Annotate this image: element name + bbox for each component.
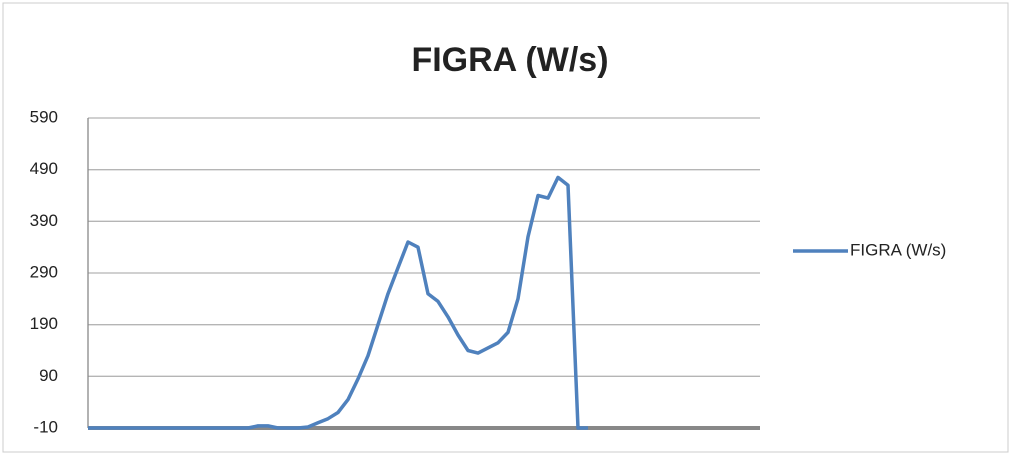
y-tick-label: 390 — [30, 211, 58, 230]
y-tick-label: 490 — [30, 159, 58, 178]
y-tick-label: 190 — [30, 314, 58, 333]
data-line — [88, 175, 588, 430]
y-tick-label: -10 — [33, 417, 58, 436]
y-tick-label: 590 — [30, 107, 58, 126]
legend-label: FIGRA (W/s) — [850, 240, 946, 259]
y-tick-label: 90 — [39, 366, 58, 385]
y-tick-label: 290 — [30, 262, 58, 281]
chart-title: FIGRA (W/s) — [411, 41, 608, 79]
